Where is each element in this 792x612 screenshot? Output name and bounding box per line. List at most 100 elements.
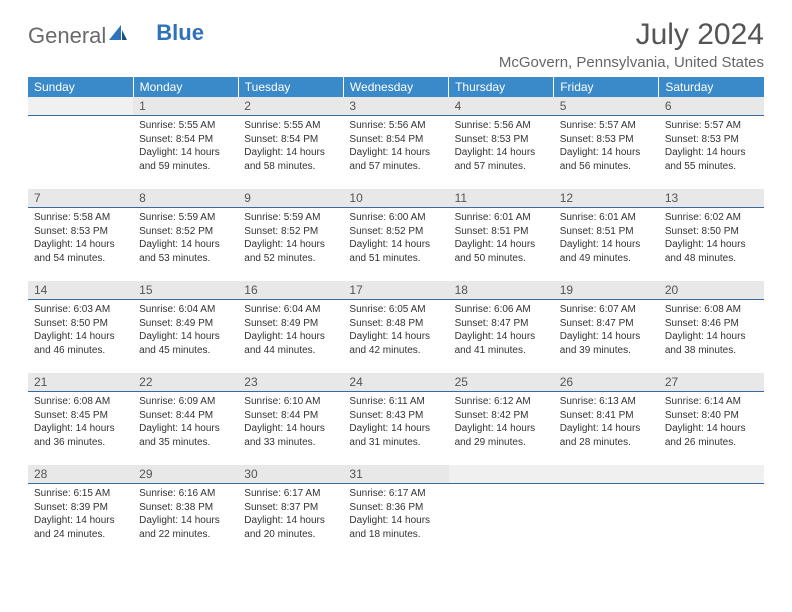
sunrise-text: Sunrise: 6:13 AM: [560, 395, 653, 409]
calendar-day-cell: 17Sunrise: 6:05 AMSunset: 8:48 PMDayligh…: [343, 281, 448, 373]
sunset-text: Sunset: 8:52 PM: [349, 225, 442, 239]
sunrise-text: Sunrise: 5:59 AM: [244, 211, 337, 225]
title-block: July 2024 McGovern, Pennsylvania, United…: [499, 18, 764, 71]
day-number: 20: [659, 281, 764, 300]
calendar-day-cell: 29Sunrise: 6:16 AMSunset: 8:38 PMDayligh…: [133, 465, 238, 557]
calendar-day-cell: 6Sunrise: 5:57 AMSunset: 8:53 PMDaylight…: [659, 97, 764, 189]
day-number: 21: [28, 373, 133, 392]
sunrise-text: Sunrise: 6:08 AM: [665, 303, 758, 317]
calendar-day-cell: 18Sunrise: 6:06 AMSunset: 8:47 PMDayligh…: [449, 281, 554, 373]
daylight-text: and 44 minutes.: [244, 344, 337, 358]
sunset-text: Sunset: 8:47 PM: [455, 317, 548, 331]
daylight-text: Daylight: 14 hours: [665, 330, 758, 344]
sunrise-text: Sunrise: 6:10 AM: [244, 395, 337, 409]
daylight-text: and 22 minutes.: [139, 528, 232, 542]
calendar-day-cell: 7Sunrise: 5:58 AMSunset: 8:53 PMDaylight…: [28, 189, 133, 281]
calendar-day-cell: 8Sunrise: 5:59 AMSunset: 8:52 PMDaylight…: [133, 189, 238, 281]
daylight-text: Daylight: 14 hours: [244, 330, 337, 344]
day-body: Sunrise: 6:13 AMSunset: 8:41 PMDaylight:…: [554, 392, 659, 451]
day-number: 6: [659, 97, 764, 116]
day-body: Sunrise: 6:16 AMSunset: 8:38 PMDaylight:…: [133, 484, 238, 543]
sunrise-text: Sunrise: 6:08 AM: [34, 395, 127, 409]
sunset-text: Sunset: 8:53 PM: [560, 133, 653, 147]
day-number: 11: [449, 189, 554, 208]
daylight-text: Daylight: 14 hours: [139, 146, 232, 160]
calendar-day-cell: 14Sunrise: 6:03 AMSunset: 8:50 PMDayligh…: [28, 281, 133, 373]
calendar-day-cell: 22Sunrise: 6:09 AMSunset: 8:44 PMDayligh…: [133, 373, 238, 465]
day-number: 27: [659, 373, 764, 392]
daylight-text: and 42 minutes.: [349, 344, 442, 358]
calendar-day-cell: 20Sunrise: 6:08 AMSunset: 8:46 PMDayligh…: [659, 281, 764, 373]
calendar-week-row: 1Sunrise: 5:55 AMSunset: 8:54 PMDaylight…: [28, 97, 764, 189]
sunrise-text: Sunrise: 6:11 AM: [349, 395, 442, 409]
calendar-week-row: 21Sunrise: 6:08 AMSunset: 8:45 PMDayligh…: [28, 373, 764, 465]
calendar-day-cell: 10Sunrise: 6:00 AMSunset: 8:52 PMDayligh…: [343, 189, 448, 281]
day-body: Sunrise: 6:03 AMSunset: 8:50 PMDaylight:…: [28, 300, 133, 359]
calendar-day-cell: 5Sunrise: 5:57 AMSunset: 8:53 PMDaylight…: [554, 97, 659, 189]
daylight-text: Daylight: 14 hours: [455, 330, 548, 344]
sunrise-text: Sunrise: 5:57 AM: [560, 119, 653, 133]
day-number: 9: [238, 189, 343, 208]
sunset-text: Sunset: 8:40 PM: [665, 409, 758, 423]
daylight-text: Daylight: 14 hours: [665, 146, 758, 160]
day-body: Sunrise: 5:55 AMSunset: 8:54 PMDaylight:…: [133, 116, 238, 175]
day-number: 31: [343, 465, 448, 484]
daylight-text: and 38 minutes.: [665, 344, 758, 358]
sunrise-text: Sunrise: 6:03 AM: [34, 303, 127, 317]
calendar-day-cell: 3Sunrise: 5:56 AMSunset: 8:54 PMDaylight…: [343, 97, 448, 189]
daylight-text: Daylight: 14 hours: [455, 422, 548, 436]
daylight-text: and 18 minutes.: [349, 528, 442, 542]
calendar-day-cell: 12Sunrise: 6:01 AMSunset: 8:51 PMDayligh…: [554, 189, 659, 281]
calendar-day-cell: 30Sunrise: 6:17 AMSunset: 8:37 PMDayligh…: [238, 465, 343, 557]
daylight-text: and 36 minutes.: [34, 436, 127, 450]
day-body: Sunrise: 6:09 AMSunset: 8:44 PMDaylight:…: [133, 392, 238, 451]
day-number: 8: [133, 189, 238, 208]
day-body: Sunrise: 5:55 AMSunset: 8:54 PMDaylight:…: [238, 116, 343, 175]
sunset-text: Sunset: 8:45 PM: [34, 409, 127, 423]
day-number: 18: [449, 281, 554, 300]
daylight-text: and 50 minutes.: [455, 252, 548, 266]
day-number-empty: [659, 465, 764, 484]
day-number-empty: [554, 465, 659, 484]
weekday-header-row: Sunday Monday Tuesday Wednesday Thursday…: [28, 77, 764, 97]
sunset-text: Sunset: 8:53 PM: [455, 133, 548, 147]
day-body: Sunrise: 5:57 AMSunset: 8:53 PMDaylight:…: [554, 116, 659, 175]
day-number: 17: [343, 281, 448, 300]
weekday-header: Thursday: [449, 77, 554, 97]
daylight-text: Daylight: 14 hours: [560, 146, 653, 160]
daylight-text: and 26 minutes.: [665, 436, 758, 450]
sunset-text: Sunset: 8:51 PM: [560, 225, 653, 239]
daylight-text: Daylight: 14 hours: [349, 330, 442, 344]
logo-text-general: General: [28, 23, 106, 49]
daylight-text: Daylight: 14 hours: [139, 422, 232, 436]
sunset-text: Sunset: 8:39 PM: [34, 501, 127, 515]
sunset-text: Sunset: 8:37 PM: [244, 501, 337, 515]
day-number: 22: [133, 373, 238, 392]
daylight-text: and 56 minutes.: [560, 160, 653, 174]
sunset-text: Sunset: 8:41 PM: [560, 409, 653, 423]
daylight-text: Daylight: 14 hours: [665, 422, 758, 436]
sunrise-text: Sunrise: 6:04 AM: [139, 303, 232, 317]
sunrise-text: Sunrise: 6:05 AM: [349, 303, 442, 317]
daylight-text: Daylight: 14 hours: [560, 330, 653, 344]
day-body: Sunrise: 6:00 AMSunset: 8:52 PMDaylight:…: [343, 208, 448, 267]
day-number: 2: [238, 97, 343, 116]
daylight-text: and 57 minutes.: [349, 160, 442, 174]
sunrise-text: Sunrise: 5:58 AM: [34, 211, 127, 225]
sunrise-text: Sunrise: 6:01 AM: [455, 211, 548, 225]
calendar-body: 1Sunrise: 5:55 AMSunset: 8:54 PMDaylight…: [28, 97, 764, 557]
daylight-text: Daylight: 14 hours: [139, 330, 232, 344]
daylight-text: and 45 minutes.: [139, 344, 232, 358]
logo: General Blue: [28, 18, 204, 50]
daylight-text: and 55 minutes.: [665, 160, 758, 174]
calendar-day-cell: 16Sunrise: 6:04 AMSunset: 8:49 PMDayligh…: [238, 281, 343, 373]
day-number: 23: [238, 373, 343, 392]
day-number: 4: [449, 97, 554, 116]
daylight-text: Daylight: 14 hours: [34, 422, 127, 436]
daylight-text: and 46 minutes.: [34, 344, 127, 358]
sunrise-text: Sunrise: 6:01 AM: [560, 211, 653, 225]
day-number: 19: [554, 281, 659, 300]
calendar-day-cell: 4Sunrise: 5:56 AMSunset: 8:53 PMDaylight…: [449, 97, 554, 189]
page-header: General Blue July 2024 McGovern, Pennsyl…: [28, 18, 764, 71]
sunset-text: Sunset: 8:53 PM: [34, 225, 127, 239]
